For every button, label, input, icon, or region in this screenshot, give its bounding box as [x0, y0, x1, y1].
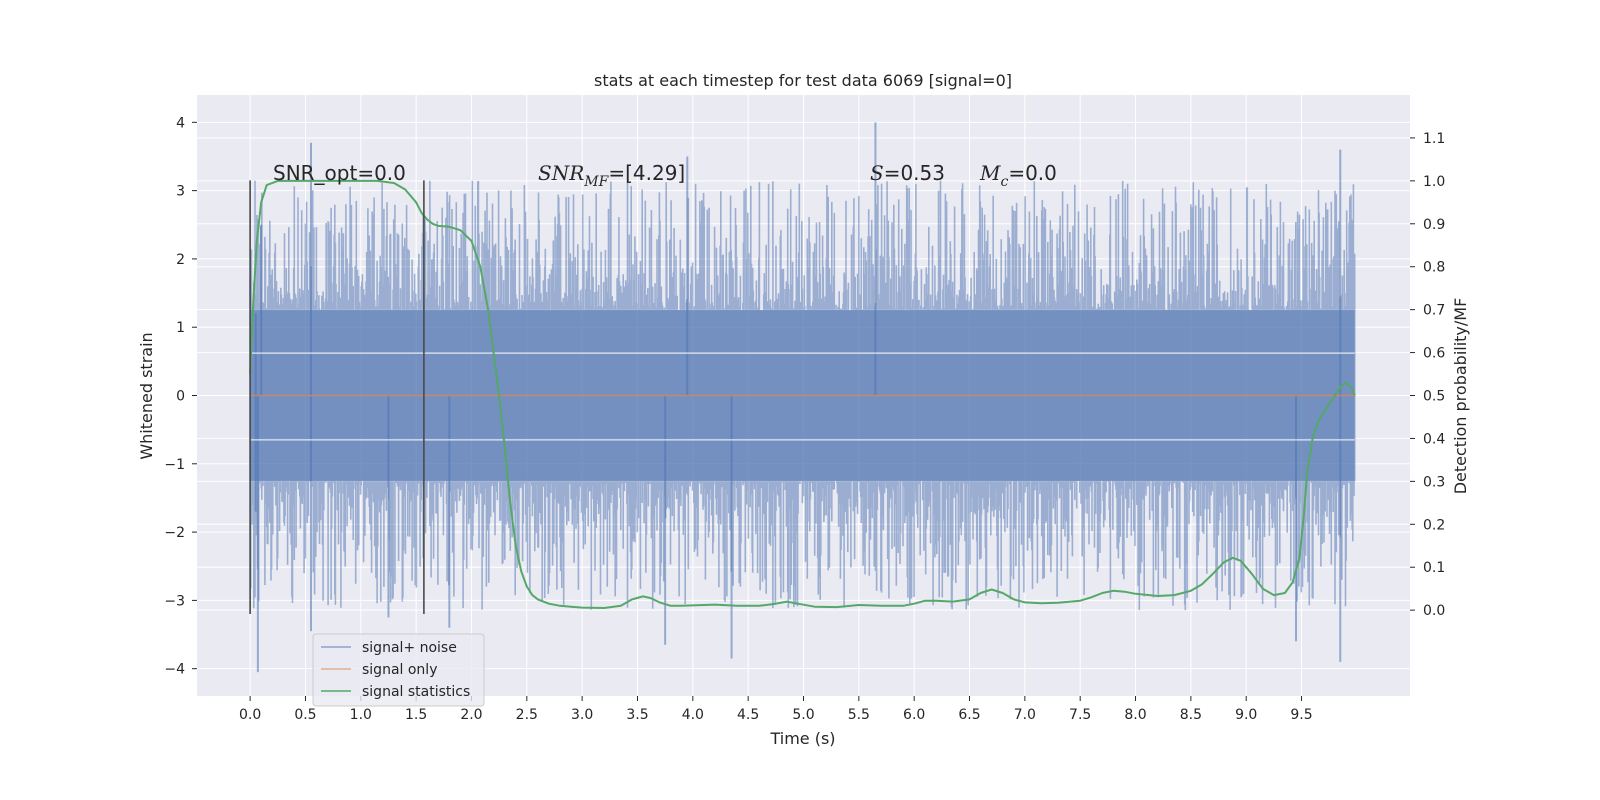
x-tick-label-13: 6.5 — [958, 707, 980, 723]
y-tick-label-3: −1 — [164, 457, 185, 473]
annotation-snr-opt: SNR_opt=0.0 — [273, 161, 406, 185]
x-tick-label-4: 2.0 — [460, 707, 482, 723]
y2-tick-label-10: 1.0 — [1423, 174, 1445, 190]
x-tick-label-7: 3.5 — [626, 707, 648, 723]
y2-tick-label-1: 0.1 — [1423, 560, 1445, 576]
x-tick-label-18: 9.0 — [1235, 707, 1257, 723]
x-tick-label-11: 5.5 — [848, 707, 870, 723]
annotation-mc-sub: c — [1000, 174, 1008, 190]
y-tick-label-5: 1 — [176, 320, 185, 336]
annotation-mc: Mc=0.0 — [979, 161, 1057, 190]
x-tick-label-5: 2.5 — [516, 707, 538, 723]
signal-statistics-line — [249, 179, 1356, 609]
x-tick-label-16: 8.0 — [1124, 707, 1146, 723]
y-tick-label-0: −4 — [164, 662, 185, 678]
annotation-mc-symbol: M — [979, 161, 1001, 185]
x-tick-label-0: 0.0 — [239, 707, 261, 723]
annotation-mc-value: =0.0 — [1008, 161, 1057, 185]
x-tick-label-9: 4.5 — [737, 707, 759, 723]
y-tick-label-4: 0 — [176, 389, 185, 405]
y-tick-label-1: −3 — [164, 593, 185, 609]
y2-tick-label-2: 0.2 — [1423, 517, 1445, 533]
vertical-markers — [249, 180, 425, 615]
y-tick-label-8: 4 — [176, 115, 185, 131]
x-tick-label-2: 1.0 — [350, 707, 372, 723]
y2-tick-label-9: 0.9 — [1423, 217, 1445, 233]
x-tick-label-15: 7.5 — [1069, 707, 1091, 723]
y2-tick-label-8: 0.8 — [1423, 260, 1445, 276]
x-tick-label-10: 5.0 — [792, 707, 814, 723]
annotation-s-symbol: S — [870, 161, 884, 185]
x-tick-label-17: 8.5 — [1180, 707, 1202, 723]
x-tick-label-6: 3.0 — [571, 707, 593, 723]
annotation-s: S=0.53 — [870, 161, 945, 185]
x-axis-label: Time (s) — [769, 729, 835, 748]
y2-tick-label-4: 0.4 — [1423, 431, 1445, 447]
legend-label-signal-only: signal only — [362, 662, 437, 678]
y2-tick-label-0: 0.0 — [1423, 603, 1445, 619]
annotation-snr-mf-symbol: SNR — [538, 161, 584, 185]
y-axis-label: Whitened strain — [137, 332, 156, 459]
annotation-snr-mf-sub: MF — [583, 174, 609, 190]
y2-tick-label-6: 0.6 — [1423, 346, 1445, 362]
x-tick-label-1: 0.5 — [294, 707, 316, 723]
legend-label-signal-plus-noise: signal+ noise — [362, 640, 457, 656]
x-tick-label-14: 7.0 — [1014, 707, 1036, 723]
axes: 0.0 0.5 1.0 1.5 2.0 2.5 3.0 3.5 4.0 4.5 5.0 5.5 6.0 6… — [164, 115, 1445, 723]
x-tick-label-19: 9.5 — [1290, 707, 1312, 723]
y-axis-label-right: Detection probability/MF — [1451, 298, 1470, 495]
annotation-s-value: =0.53 — [884, 161, 945, 185]
legend-box — [312, 633, 485, 707]
y-tick-label-7: 3 — [176, 184, 185, 200]
series-signal-statistics — [249, 179, 1356, 609]
annotation-snr-mf-value: =[4.29] — [608, 161, 685, 185]
x-tick-label-8: 4.0 — [682, 707, 704, 723]
x-tick-label-3: 1.5 — [405, 707, 427, 723]
y-tick-label-6: 2 — [176, 252, 185, 268]
y-tick-label-2: −2 — [164, 525, 185, 541]
x-tick-label-12: 6.0 — [903, 707, 925, 723]
legend-label-signal-statistics: signal statistics — [362, 684, 470, 700]
y2-tick-label-7: 0.7 — [1423, 303, 1445, 319]
legend: signal+ noise signal only signal statist… — [312, 633, 485, 707]
y2-tick-label-5: 0.5 — [1423, 389, 1445, 405]
y2-tick-label-3: 0.3 — [1423, 474, 1445, 490]
y2-tick-label-11: 1.1 — [1423, 131, 1445, 147]
chart-title: stats at each timestep for test data 606… — [594, 71, 1012, 90]
annotation-snr-mf: SNRMF=[4.29] — [538, 161, 685, 190]
